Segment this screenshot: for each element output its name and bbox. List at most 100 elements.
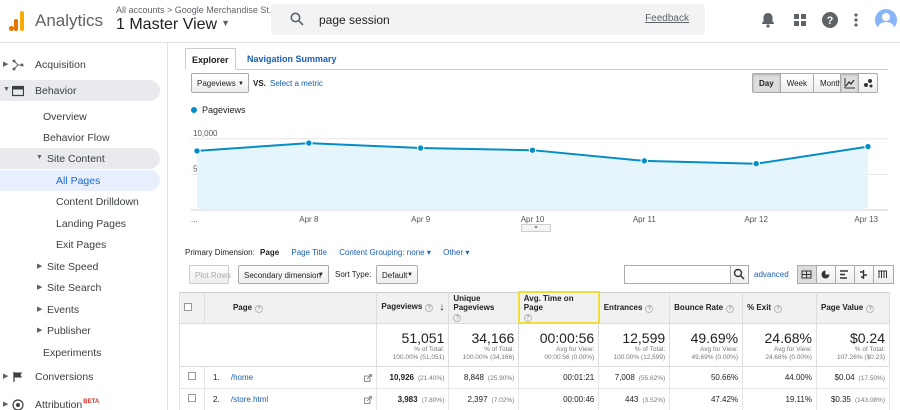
metric-dropdown-value: Pageviews xyxy=(197,79,236,88)
data-point xyxy=(752,160,760,168)
x-tick-label: Apr 8 xyxy=(299,215,319,224)
acquisition-icon xyxy=(12,59,24,71)
x-tick-label: Apr 11 xyxy=(633,215,657,224)
sidebar-item-label: Overview xyxy=(43,111,87,123)
sidebar-item-label: Site Speed xyxy=(47,261,99,273)
search-icon xyxy=(290,12,304,26)
help-icon[interactable]: ? xyxy=(821,11,839,29)
bar-view-button[interactable] xyxy=(836,266,855,283)
advanced-filter-link[interactable]: advanced xyxy=(754,270,789,279)
dimension-page-title[interactable]: Page Title xyxy=(291,248,327,257)
motion-chart-button[interactable] xyxy=(859,74,877,92)
chevron-right-icon: ▶ xyxy=(37,263,43,270)
chart-scroll-handle[interactable]: ▾ xyxy=(521,224,551,232)
flag-icon xyxy=(13,372,22,382)
sidebar-item-label: AttributionBETA xyxy=(35,399,100,410)
tab-explorer[interactable]: Explorer xyxy=(185,48,236,70)
dimension-page[interactable]: Page xyxy=(260,248,280,257)
line-chart-button[interactable] xyxy=(841,74,859,92)
chevron-down-icon: ▼ xyxy=(221,18,230,28)
beta-badge: BETA xyxy=(83,399,100,405)
sidebar-item-site-content[interactable]: ▼ Site Content xyxy=(0,148,160,169)
select-metric-link[interactable]: Select a metric xyxy=(270,79,323,88)
scatter-chart-icon xyxy=(864,79,873,88)
data-point xyxy=(305,139,313,147)
column-header-exit[interactable]: % Exit? xyxy=(742,291,817,324)
breadcrumb[interactable]: All accounts > Google Merchandise St... xyxy=(116,5,277,15)
dimension-other[interactable]: Other ▾ xyxy=(443,248,470,257)
table-filter-input[interactable] xyxy=(624,265,731,284)
column-header-page[interactable]: Page? xyxy=(203,291,378,324)
select-all-checkbox[interactable] xyxy=(184,302,192,311)
column-header-avg-time-on-page[interactable]: Avg. Time on Page? xyxy=(517,291,600,324)
sort-type-dropdown[interactable]: Default ▼ xyxy=(376,265,418,284)
sidebar-item-label: All Pages xyxy=(56,175,101,187)
primary-dimension-bar: Primary Dimension: Page Page Title Conte… xyxy=(185,248,469,257)
table-view-button[interactable] xyxy=(798,266,817,283)
plot-rows-button[interactable]: Plot Rows xyxy=(189,265,231,284)
row-checkbox[interactable] xyxy=(187,372,196,380)
bell-icon[interactable] xyxy=(759,11,777,29)
search-bar[interactable]: Feedback xyxy=(271,4,705,35)
dimension-content-grouping[interactable]: Content Grouping: none ▾ xyxy=(339,248,431,257)
open-external-icon[interactable] xyxy=(364,395,373,404)
sidebar-item-label: Behavior xyxy=(35,85,77,97)
help-icon[interactable]: ? xyxy=(255,304,264,313)
chevron-right-icon: ▶ xyxy=(3,401,9,408)
table-toolbar: Plot Rows Secondary dimension ▼ Sort Type… xyxy=(185,265,894,289)
comparison-icon xyxy=(860,270,867,279)
page-link[interactable]: /store.html xyxy=(230,394,269,404)
vs-label: VS. xyxy=(253,79,266,88)
day-button[interactable]: Day xyxy=(753,74,781,92)
table-search-button[interactable] xyxy=(730,265,749,284)
column-header-bounce-rate[interactable]: Bounce Rate? xyxy=(669,291,744,324)
total-entrances: 12,599% of Total: 100.00% (12,599) xyxy=(598,322,671,367)
sidebar-item-all-pages[interactable]: All Pages xyxy=(0,170,160,191)
more-vert-icon[interactable] xyxy=(847,11,865,29)
month-button[interactable]: Month xyxy=(820,79,843,88)
column-header-page-value[interactable]: Page Value? xyxy=(815,291,891,324)
sidebar-item-label: Site Search xyxy=(47,282,102,294)
data-point xyxy=(864,142,872,151)
view-name: 1 Master View xyxy=(116,16,218,33)
search-icon xyxy=(733,268,745,280)
data-point xyxy=(193,147,201,155)
feedback-link[interactable]: Feedback xyxy=(645,13,689,24)
data-point xyxy=(528,146,537,154)
help-icon[interactable]: ? xyxy=(425,304,434,312)
avatar[interactable] xyxy=(875,9,897,31)
pie-view-button[interactable] xyxy=(817,266,836,283)
help-icon[interactable]: ? xyxy=(453,313,462,322)
search-input[interactable] xyxy=(319,11,599,28)
page-link[interactable]: /home xyxy=(230,372,254,382)
secondary-dimension-dropdown[interactable]: Secondary dimension ▼ xyxy=(238,265,329,284)
view-selector[interactable]: 1 Master View ▼ xyxy=(116,16,230,34)
open-external-icon[interactable] xyxy=(364,373,373,382)
bar-list-icon xyxy=(840,270,848,279)
x-tick-label: Apr 12 xyxy=(744,215,768,224)
help-icon[interactable]: ? xyxy=(726,304,735,313)
sidebar-item-behavior[interactable]: ▼ Behavior xyxy=(0,80,160,101)
sidebar-item-label: Publisher xyxy=(47,325,91,337)
metric-dropdown[interactable]: Pageviews ▼ xyxy=(191,73,249,93)
help-icon[interactable]: ? xyxy=(523,313,532,322)
table-row: 2. /store.html 3,983 (7.80%) 2,397 (7.02%)… xyxy=(179,387,891,410)
period-toggle: Day Week Month xyxy=(752,73,850,93)
analytics-logo-icon[interactable] xyxy=(9,11,25,31)
series-area xyxy=(197,143,868,210)
comparison-view-button[interactable] xyxy=(855,266,874,283)
tab-navigation-summary[interactable]: Navigation Summary xyxy=(247,54,337,64)
pivot-view-button[interactable] xyxy=(874,266,893,283)
week-button[interactable]: Week xyxy=(781,74,814,92)
sidebar-item-label: Content Drilldown xyxy=(56,196,139,208)
help-icon[interactable]: ? xyxy=(774,304,783,313)
column-header-pageviews[interactable]: Pageviews? ↓ xyxy=(376,291,450,324)
help-icon[interactable]: ? xyxy=(866,304,875,313)
column-header-entrances[interactable]: Entrances? xyxy=(598,291,671,324)
help-icon[interactable]: ? xyxy=(645,304,654,313)
grid-table-icon xyxy=(801,270,812,279)
apps-grid-icon[interactable] xyxy=(791,11,809,29)
column-header-unique-pageviews[interactable]: Unique Pageviews? xyxy=(448,291,520,324)
row-checkbox[interactable] xyxy=(187,394,196,402)
